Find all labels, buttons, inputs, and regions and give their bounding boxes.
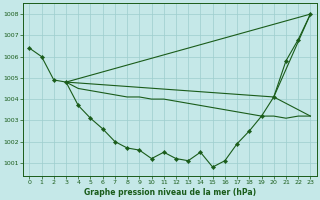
X-axis label: Graphe pression niveau de la mer (hPa): Graphe pression niveau de la mer (hPa)	[84, 188, 256, 197]
